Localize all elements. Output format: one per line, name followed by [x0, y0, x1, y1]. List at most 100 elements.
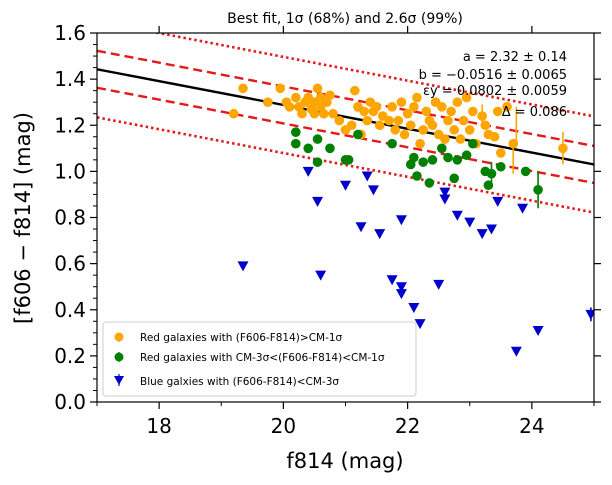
- y-axis-label: [f606 − f814] (mag): [11, 112, 35, 324]
- point-s0-32: [374, 120, 385, 131]
- point-s2-14: [414, 319, 426, 330]
- point-s0-3: [275, 83, 286, 94]
- fit-line-3: [151, 33, 594, 118]
- point-s0-6: [291, 92, 301, 103]
- point-s1-13: [418, 157, 428, 167]
- point-s2-24: [517, 203, 529, 214]
- point-s1-21: [468, 138, 478, 149]
- point-s0-45: [418, 125, 428, 135]
- point-s2-10: [395, 282, 407, 293]
- point-s0-35: [387, 102, 397, 112]
- point-s2-23: [510, 346, 522, 357]
- point-s0-58: [458, 115, 469, 126]
- x-tick-label-3: 24: [519, 414, 544, 438]
- fit-annotations: a = 2.32 ± 0.14 b = −0.0516 ± 0.0065 εy …: [419, 50, 567, 120]
- fit-line-2: [97, 86, 594, 185]
- legend-label-red: Red galaxies with (F606-F814)>CM-1σ: [140, 332, 343, 344]
- y-tick-label-5: 1.0: [54, 159, 86, 183]
- point-s0-64: [480, 120, 491, 131]
- point-s1-1: [291, 138, 301, 149]
- point-s0-1: [238, 83, 248, 94]
- point-s1-25: [496, 161, 506, 172]
- fit-line-1: [97, 49, 594, 148]
- point-s2-0: [237, 261, 249, 272]
- legend-label-green: Red galaxies with CM-3σ<(F606-F814)<CM-1…: [140, 352, 385, 364]
- point-s0-13: [309, 108, 320, 119]
- y-tick-label-0: 0.0: [54, 390, 86, 414]
- legend-item-green: Red galaxies with CM-3σ<(F606-F814)<CM-1…: [114, 352, 385, 364]
- point-s0-21: [334, 115, 345, 126]
- point-s2-5: [355, 222, 367, 233]
- annotation-a: a = 2.32 ± 0.14: [463, 50, 567, 65]
- point-s0-28: [362, 115, 373, 126]
- point-s1-3: [312, 134, 323, 144]
- point-s2-3: [315, 270, 327, 281]
- point-s1-12: [412, 171, 422, 181]
- point-s0-69: [502, 102, 512, 112]
- point-s0-54: [446, 106, 456, 117]
- point-s2-16: [439, 194, 451, 205]
- chart-title: Best fit, 1σ (68%) and 2.6σ (99%): [227, 11, 463, 27]
- point-s0-39: [399, 129, 410, 140]
- point-s0-68: [496, 148, 506, 158]
- point-s0-31: [371, 102, 382, 112]
- point-s1-8: [353, 129, 363, 140]
- point-s0-34: [384, 115, 394, 126]
- point-s0-53: [443, 115, 453, 126]
- point-s2-25: [532, 326, 544, 337]
- legend-item-red: Red galaxies with (F606-F814)>CM-1σ: [114, 332, 343, 344]
- point-s2-19: [464, 217, 476, 228]
- y-tick-label-1: 0.2: [54, 344, 86, 368]
- point-s1-24: [486, 168, 497, 179]
- point-s0-42: [409, 102, 419, 112]
- point-s1-18: [452, 155, 463, 165]
- point-s0-17: [318, 108, 329, 119]
- point-s0-37: [393, 115, 404, 126]
- point-s0-5: [284, 102, 295, 112]
- fit-line-4: [97, 116, 594, 214]
- y-tick-label-4: 0.8: [54, 206, 86, 230]
- point-s1-7: [343, 155, 354, 165]
- y-tick-label-2: 0.4: [54, 298, 86, 322]
- point-s0-8: [297, 108, 307, 119]
- point-s0-71: [558, 143, 568, 154]
- point-s2-21: [485, 224, 497, 235]
- point-s1-15: [427, 155, 438, 165]
- point-s0-63: [477, 111, 487, 121]
- axis-tick-labels: 18 20 22 24 0.0 0.2 0.4 0.6 0.8 1.0 1.2 1.4 1.6: [54, 21, 544, 438]
- point-s0-43: [412, 92, 422, 103]
- point-s2-17: [439, 187, 451, 198]
- point-s1-20: [461, 150, 472, 161]
- point-s0-27: [359, 106, 369, 117]
- legend-marker-green: [114, 352, 124, 362]
- point-s1-11: [409, 152, 419, 163]
- point-s0-0: [228, 108, 239, 119]
- annotation-b: b = −0.0516 ± 0.0065: [419, 68, 567, 83]
- point-s1-16: [436, 143, 447, 154]
- point-s2-20: [476, 229, 488, 240]
- point-s0-19: [325, 90, 335, 101]
- point-s0-56: [452, 97, 463, 107]
- point-s0-24: [350, 85, 360, 96]
- point-s1-23: [483, 180, 494, 191]
- point-s0-70: [508, 138, 519, 149]
- point-s0-66: [489, 131, 500, 142]
- point-s0-48: [427, 120, 438, 131]
- point-s0-36: [390, 125, 401, 135]
- point-s0-41: [405, 120, 416, 131]
- fit-lines: [97, 33, 594, 214]
- point-s1-14: [424, 178, 435, 188]
- x-tick-label-1: 20: [271, 414, 296, 438]
- point-s0-23: [346, 120, 357, 131]
- legend-marker-red: [114, 332, 124, 342]
- point-s1-27: [533, 185, 543, 195]
- x-axis-label: f814 (mag): [286, 449, 403, 473]
- y-tick-label-3: 0.6: [54, 252, 86, 276]
- point-s0-60: [464, 125, 475, 135]
- point-s2-15: [433, 279, 445, 290]
- x-tick-label-2: 22: [395, 414, 420, 438]
- point-s0-40: [402, 108, 413, 119]
- point-s0-57: [455, 134, 466, 144]
- point-s2-1: [302, 166, 314, 177]
